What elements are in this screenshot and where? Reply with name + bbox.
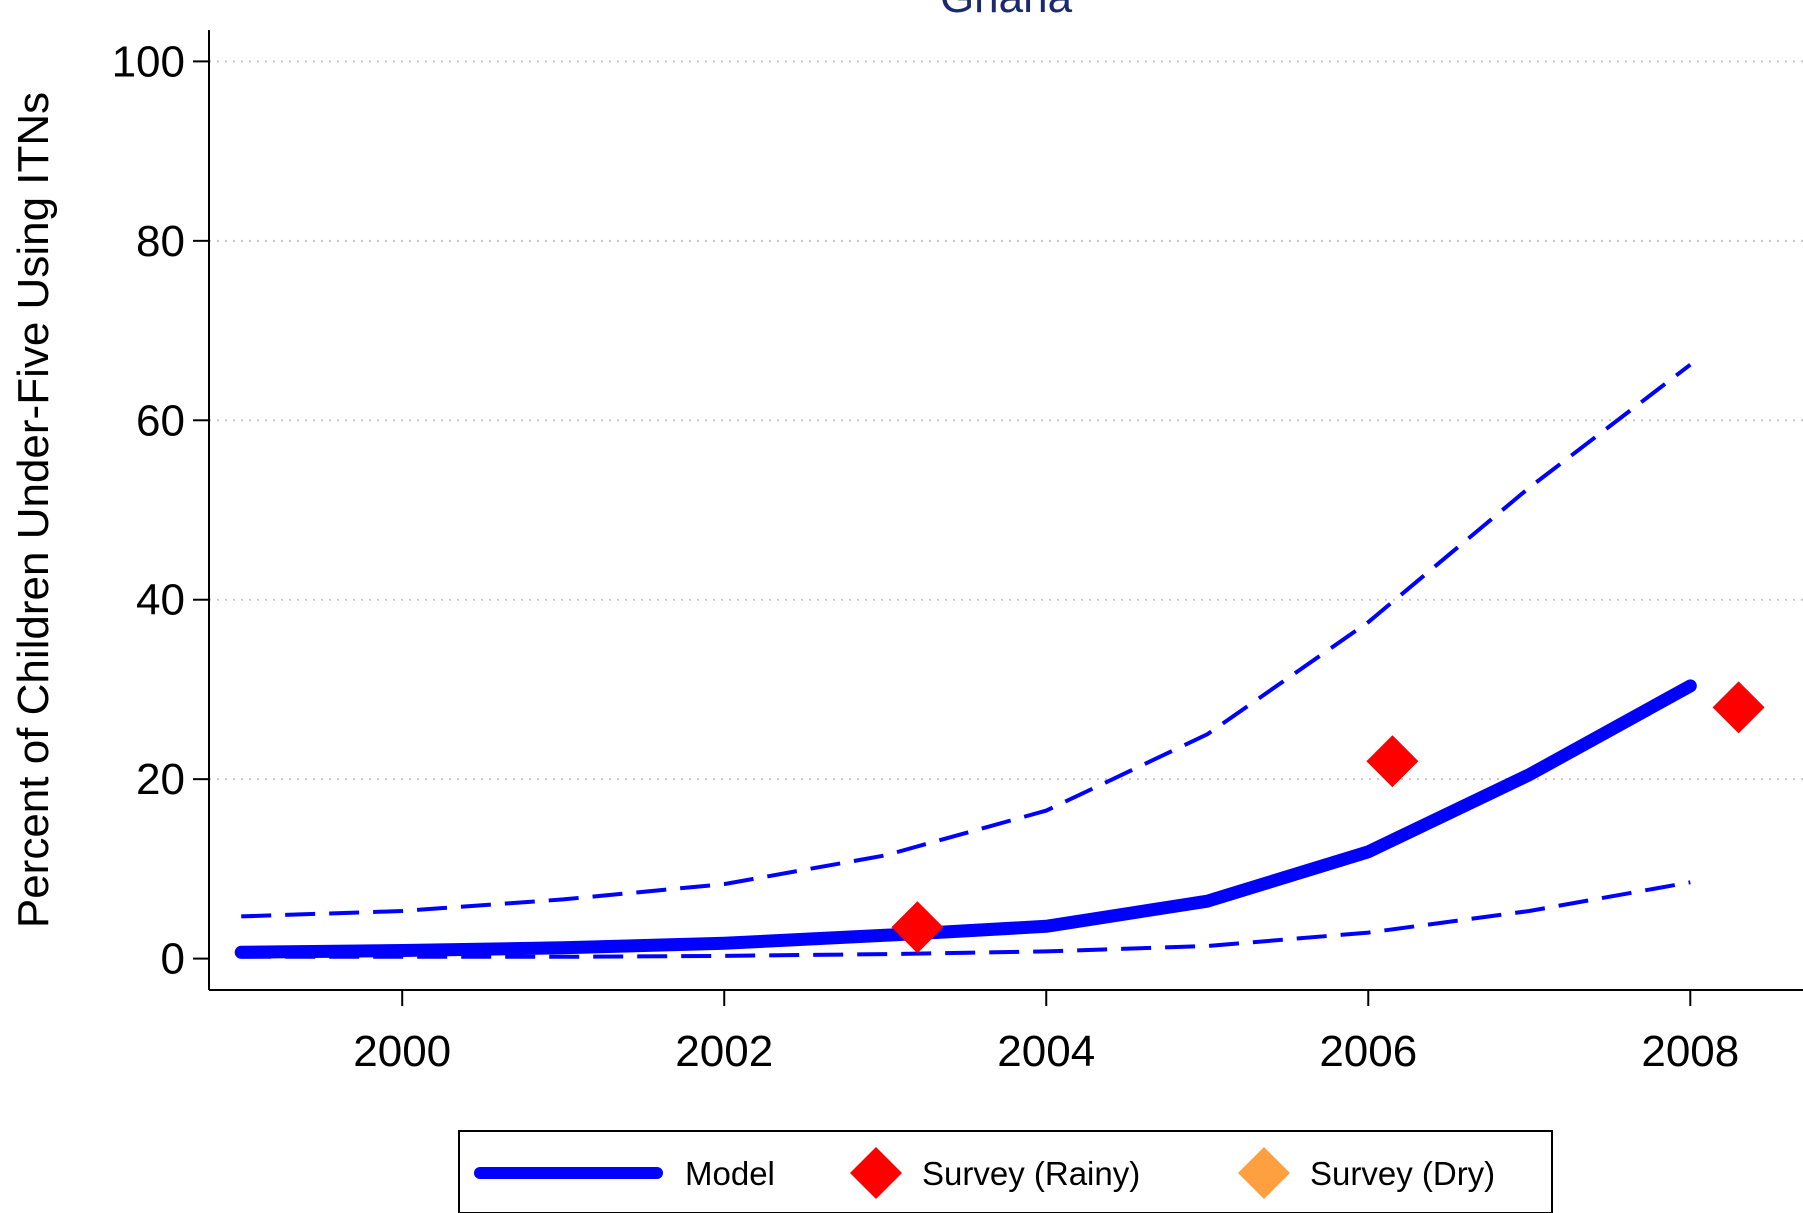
x-tick-label-2000: 2000 xyxy=(353,1027,451,1076)
model-upper-bound-line xyxy=(241,363,1692,919)
legend-model-label: Model xyxy=(685,1155,775,1192)
legend-dry-label: Survey (Dry) xyxy=(1310,1155,1495,1192)
y-tick-label-20: 20 xyxy=(136,755,185,804)
x-tick-label-2004: 2004 xyxy=(997,1027,1095,1076)
survey-rainy-point xyxy=(1366,735,1419,788)
x-tick-label-2006: 2006 xyxy=(1319,1027,1417,1076)
legend: Model Survey (Rainy) Survey (Dry) xyxy=(458,1130,1553,1213)
series xyxy=(234,363,1697,959)
survey-points xyxy=(891,681,1765,954)
legend-rainy-swatch xyxy=(850,1147,902,1199)
axes xyxy=(208,30,1803,991)
ticks: 0 20 40 60 80 100 2000 2002 2004 2006 2008 xyxy=(112,37,1740,1076)
y-tick-label-0: 0 xyxy=(161,935,185,984)
y-tick-label-80: 80 xyxy=(136,217,185,266)
y-tick-label-40: 40 xyxy=(136,576,185,625)
model-lower-bound-line xyxy=(241,880,1691,959)
legend-rainy-label: Survey (Rainy) xyxy=(922,1155,1140,1192)
survey-rainy-point xyxy=(891,901,944,954)
y-axis-label: Percent of Children Under-Five Using ITN… xyxy=(9,92,58,928)
y-tick-label-60: 60 xyxy=(136,396,185,445)
legend-dry-swatch xyxy=(1238,1147,1290,1199)
x-tick-label-2008: 2008 xyxy=(1641,1027,1739,1076)
y-tick-label-100: 100 xyxy=(112,37,185,86)
gridlines xyxy=(209,60,1803,781)
x-tick-label-2002: 2002 xyxy=(675,1027,773,1076)
model-line xyxy=(234,679,1697,959)
chart-title: Ghana xyxy=(940,0,1073,22)
survey-rainy-point xyxy=(1712,681,1765,734)
